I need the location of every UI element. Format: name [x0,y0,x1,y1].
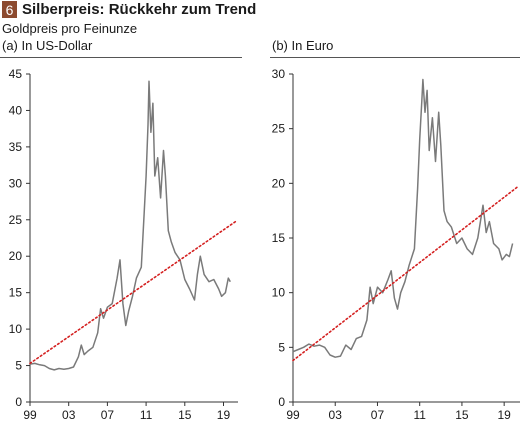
y-tick-label-a: 5 [15,359,22,373]
trend-line-a [29,220,237,365]
y-tick-label-b: 5 [278,340,285,354]
panel-b-rule [270,57,520,58]
x-tick-label-b: 03 [329,408,343,422]
figure-title: Silberpreis: Rückkehr zum Trend [22,1,257,18]
figure-header: 6 Silberpreis: Rückkehr zum Trend [2,1,256,18]
x-tick-label-b: 07 [371,408,385,422]
y-tick-label-a: 35 [9,140,23,154]
price-line-b [292,78,514,358]
y-tick-label-b: 30 [272,67,286,81]
y-tick-label-b: 15 [272,231,286,245]
x-tick-label-a: 19 [217,408,231,422]
y-tick-label-a: 10 [9,322,23,336]
y-tick-label-a: 40 [9,103,23,117]
y-tick-label-a: 25 [9,213,23,227]
x-tick-label-a: 15 [178,408,192,422]
x-tick-label-b: 11 [413,408,426,422]
panel-b-title: (b) In Euro [272,38,334,53]
panel-a-title: (a) In US-Dollar [2,38,93,53]
trend-line-b [292,185,519,362]
price-line-a [29,80,231,371]
y-tick-label-a: 0 [15,395,22,409]
y-tick-label-b: 10 [272,286,286,300]
y-tick-label-b: 20 [272,176,286,190]
x-tick-label-a: 99 [23,408,37,422]
y-tick-label-b: 25 [272,122,286,136]
y-tick-label-a: 20 [9,249,23,263]
x-tick-label-b: 19 [497,408,511,422]
panel-a-rule [0,57,242,58]
x-tick-label-a: 03 [62,408,76,422]
y-tick-label-a: 45 [9,67,23,81]
figure-number-badge: 6 [2,1,17,18]
y-tick-label-a: 15 [9,286,23,300]
x-tick-label-b: 15 [455,408,469,422]
x-tick-label-a: 11 [140,408,153,422]
y-tick-label-a: 30 [9,176,23,190]
x-tick-label-b: 99 [286,408,300,422]
figure-subtitle: Goldpreis pro Feinunze [2,21,138,36]
y-tick-label-b: 0 [278,395,285,409]
x-tick-label-a: 07 [101,408,115,422]
